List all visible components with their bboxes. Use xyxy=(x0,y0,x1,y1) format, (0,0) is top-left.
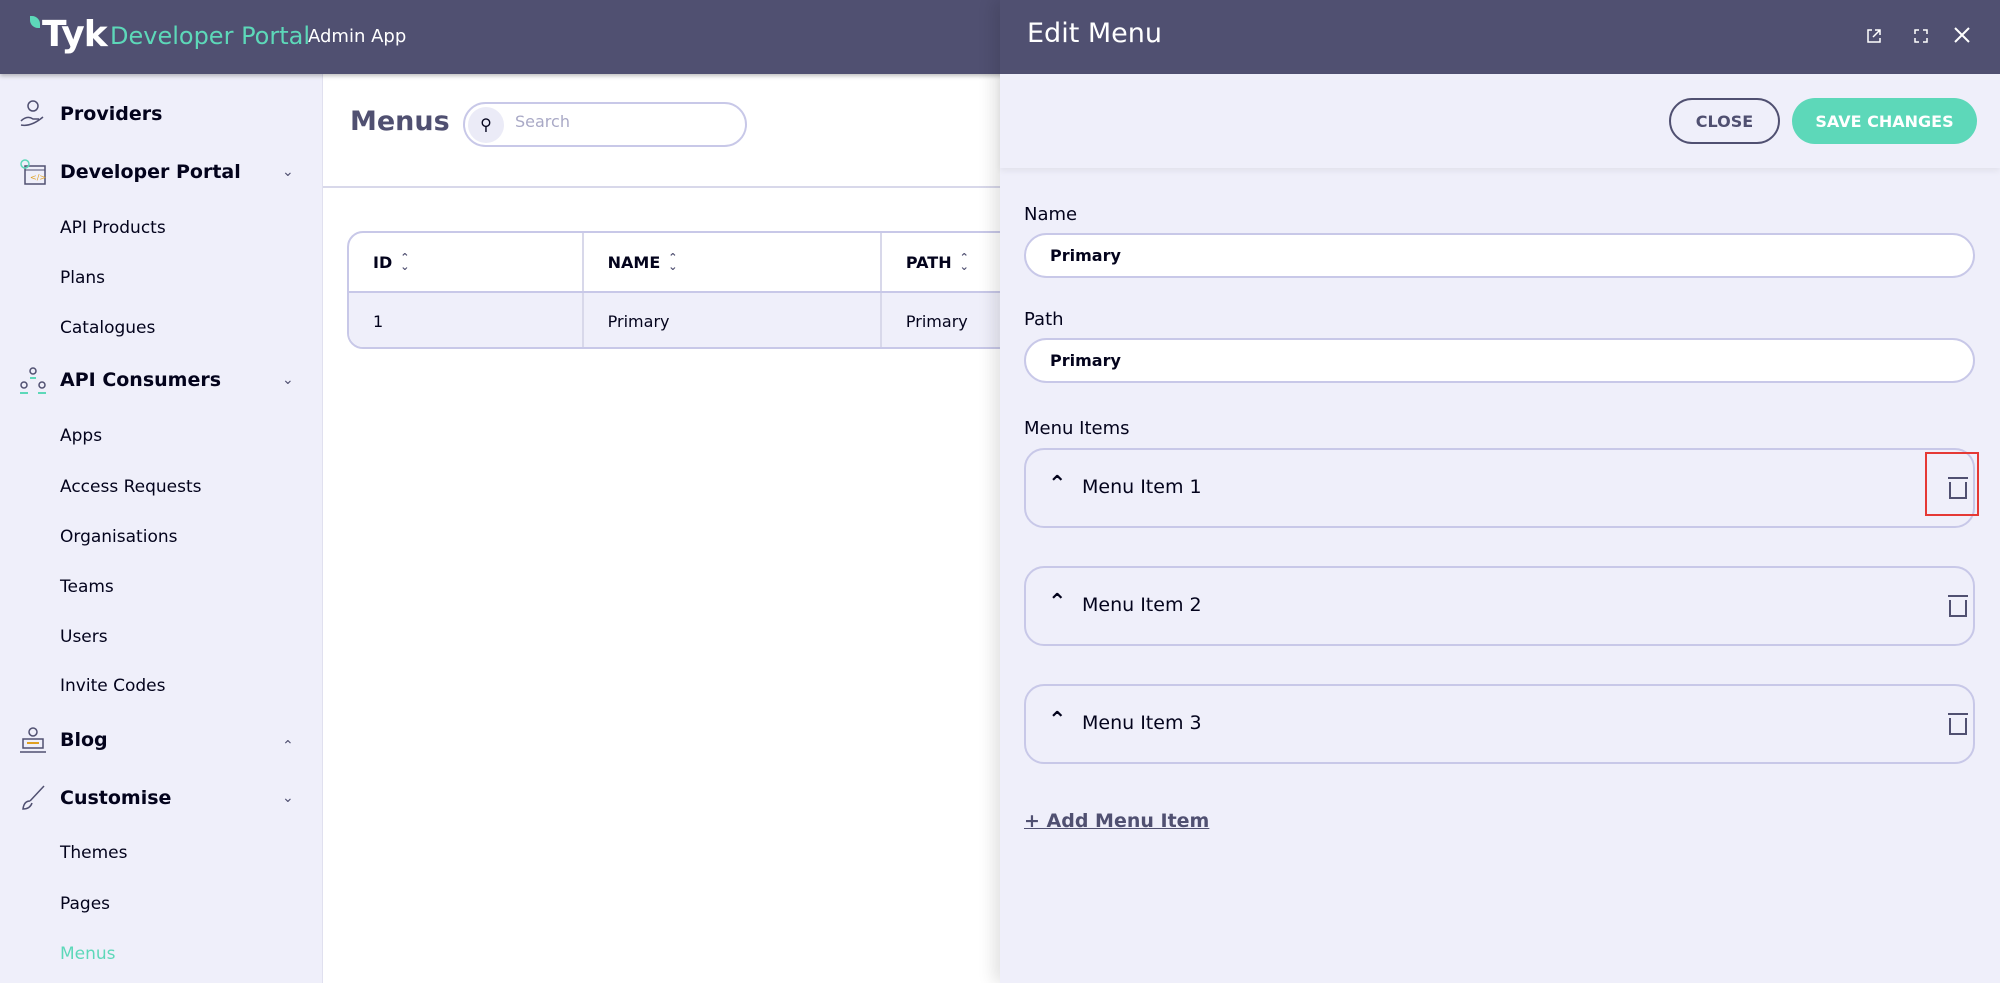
providers-icon xyxy=(20,100,44,127)
page-title: Menus xyxy=(350,106,450,137)
menus-table: ID ⌃ ⌄ NAME ⌃ ⌄ PATH ⌃ ⌄ 1 Primary Primary xyxy=(347,231,1047,349)
sidebar-item-users[interactable]: Users xyxy=(60,627,108,647)
trash-icon[interactable] xyxy=(1947,712,1969,736)
main-content: Menus ⚲ ID⌃⌄ NAME⌃⌄ PATH⌃⌄ 1 Primary Pri… xyxy=(323,74,1047,983)
cell-id: 1 xyxy=(349,293,584,347)
highlight-box xyxy=(1925,452,1979,516)
sort-icon[interactable]: ⌃ ⌄ xyxy=(400,251,410,273)
blog-icon xyxy=(20,727,46,753)
panel-actions: CLOSE SAVE CHANGES xyxy=(1000,74,2000,168)
menu-item-title: Menu Item 3 xyxy=(1082,712,1202,734)
trash-icon[interactable] xyxy=(1947,476,1969,500)
sidebar-item-pages[interactable]: Pages xyxy=(60,894,111,914)
sidebar-item-menus[interactable]: Menus xyxy=(60,944,116,964)
sidebar-item-providers[interactable]: Providers xyxy=(60,103,163,125)
search-input[interactable] xyxy=(515,112,735,131)
chevron-down-icon[interactable]: ⌄ xyxy=(282,372,294,388)
sidebar-item-teams[interactable]: Teams xyxy=(60,577,114,597)
search-icon: ⚲ xyxy=(468,107,504,143)
chevron-down-icon[interactable]: ⌄ xyxy=(282,164,294,180)
name-label: Name xyxy=(1024,204,1078,225)
app-name: Admin App xyxy=(308,26,407,47)
column-header-id[interactable]: ID ⌃ ⌄ xyxy=(349,233,584,291)
menu-item[interactable]: ⌃ Menu Item 2 xyxy=(1024,566,1975,646)
sidebar-item-themes[interactable]: Themes xyxy=(60,843,128,863)
svg-text:</>: </> xyxy=(30,173,46,182)
menu-item[interactable]: ⌃ Menu Item 3 xyxy=(1024,684,1975,764)
menu-item-title: Menu Item 1 xyxy=(1082,476,1202,498)
sidebar-item-developer-portal[interactable]: Developer Portal xyxy=(60,161,241,183)
sidebar-item-organisations[interactable]: Organisations xyxy=(60,527,178,547)
expand-icon[interactable] xyxy=(1914,29,1928,43)
sidebar: Providers </> Developer Portal ⌄ API Pro… xyxy=(0,74,323,983)
sidebar-item-customise[interactable]: Customise xyxy=(60,787,172,809)
tyk-logo[interactable]: Tyk xyxy=(30,14,108,55)
add-menu-item-link[interactable]: + Add Menu Item xyxy=(1024,810,1210,832)
close-button[interactable]: CLOSE xyxy=(1669,98,1780,144)
api-consumers-icon xyxy=(20,367,46,394)
menu-item-title: Menu Item 2 xyxy=(1082,594,1202,616)
table-row[interactable]: 1 Primary Primary xyxy=(349,293,1045,347)
search-box[interactable]: ⚲ xyxy=(463,102,747,147)
sidebar-item-access-requests[interactable]: Access Requests xyxy=(60,477,202,497)
path-input[interactable]: Primary xyxy=(1024,338,1975,383)
product-name: Developer Portal xyxy=(110,22,311,50)
chevron-up-icon[interactable]: ⌃ xyxy=(1048,590,1067,615)
sidebar-item-blog[interactable]: Blog xyxy=(60,729,108,751)
panel-header: Edit Menu xyxy=(1000,0,2000,74)
menu-item[interactable]: ⌃ Menu Item 1 xyxy=(1024,448,1975,528)
sort-icon[interactable]: ⌃ ⌄ xyxy=(668,251,678,273)
open-external-icon[interactable] xyxy=(1866,28,1882,44)
edit-menu-panel: Edit Menu CLOSE SAVE CHANGES Name Primar… xyxy=(1000,0,2000,983)
trash-icon[interactable] xyxy=(1947,594,1969,618)
customise-icon xyxy=(22,785,45,810)
chevron-up-icon[interactable]: ⌄ xyxy=(282,736,294,752)
chevron-up-icon[interactable]: ⌃ xyxy=(1048,472,1067,497)
sidebar-item-api-consumers[interactable]: API Consumers xyxy=(60,369,222,391)
sort-icon[interactable]: ⌃ ⌄ xyxy=(959,251,969,273)
column-header-name[interactable]: NAME ⌃ ⌄ xyxy=(584,233,882,291)
close-icon[interactable] xyxy=(1953,26,1971,44)
sidebar-item-api-products[interactable]: API Products xyxy=(60,218,166,238)
sidebar-item-plans[interactable]: Plans xyxy=(60,268,106,288)
sidebar-item-apps[interactable]: Apps xyxy=(60,426,103,446)
developer-portal-icon: </> xyxy=(20,159,46,185)
cell-path: Primary xyxy=(905,311,968,331)
save-changes-button[interactable]: SAVE CHANGES xyxy=(1792,98,1977,144)
chevron-down-icon[interactable]: ⌄ xyxy=(282,790,294,806)
divider xyxy=(323,186,1000,188)
chevron-up-icon[interactable]: ⌃ xyxy=(1048,708,1067,733)
path-label: Path xyxy=(1024,309,1064,330)
panel-title: Edit Menu xyxy=(1027,18,1162,49)
name-input[interactable]: Primary xyxy=(1024,233,1975,278)
cell-name: Primary xyxy=(584,293,882,347)
sidebar-item-catalogues[interactable]: Catalogues xyxy=(60,318,156,338)
table-header: ID ⌃ ⌄ NAME ⌃ ⌄ PATH ⌃ ⌄ xyxy=(349,233,1045,293)
column-header-path[interactable]: PATH ⌃ ⌄ xyxy=(905,251,969,273)
sidebar-item-invite-codes[interactable]: Invite Codes xyxy=(60,676,166,696)
menu-items-label: Menu Items xyxy=(1024,418,1130,439)
